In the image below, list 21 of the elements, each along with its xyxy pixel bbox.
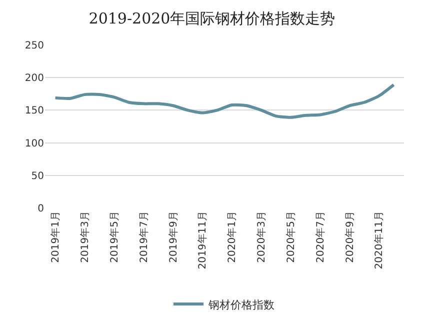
y-tick-label: 250 (24, 40, 44, 52)
x-tick-label: 2019年5月 (108, 211, 120, 263)
y-tick-label: 50 (31, 170, 44, 182)
x-tick-label: 2020年7月 (314, 211, 326, 263)
x-tick-label: 2020年11月 (373, 211, 386, 270)
x-tick-label: 2019年7月 (138, 211, 150, 263)
chart-title: 2019-2020年国际钢材价格指数走势 (88, 10, 336, 28)
x-tick-label: 2020年9月 (344, 211, 356, 263)
line-series (54, 83, 396, 119)
y-tick-label: 0 (38, 204, 44, 214)
x-tick-label: 2019年1月 (50, 211, 62, 263)
y-tick-label: 150 (24, 106, 44, 117)
y-tick-label: 200 (24, 73, 44, 84)
legend-label: 钢材价格指数 (208, 298, 274, 312)
y-tick-label: 100 (24, 138, 44, 150)
x-tick-label: 2019年9月 (167, 211, 180, 263)
x-tick-label: 2019年11月 (196, 211, 209, 270)
x-tick-label: 2020年5月 (284, 211, 297, 263)
x-tick-label: 2019年3月 (78, 211, 91, 263)
x-tick-label: 2020年3月 (256, 211, 268, 263)
x-tick-label: 2020年1月 (226, 211, 238, 263)
